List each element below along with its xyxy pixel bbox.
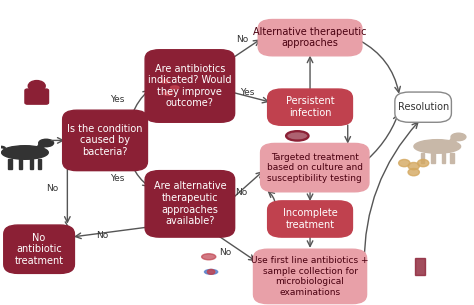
Ellipse shape (204, 269, 218, 274)
Bar (29, 159, 33, 169)
FancyBboxPatch shape (25, 89, 48, 104)
Bar (415, 258, 426, 275)
Text: No: No (219, 248, 231, 257)
Ellipse shape (451, 133, 466, 141)
Text: Is the condition
caused by
bacteria?: Is the condition caused by bacteria? (67, 124, 143, 157)
Text: No: No (46, 184, 58, 193)
Text: Are antibiotics
indicated? Would
they improve
outcome?: Are antibiotics indicated? Would they im… (148, 64, 232, 108)
Text: Incomplete
treatment: Incomplete treatment (283, 208, 337, 230)
Text: Yes: Yes (109, 174, 124, 183)
Ellipse shape (414, 140, 461, 153)
Text: Use first line antibiotics +
sample collection for
microbiological
examinations: Use first line antibiotics + sample coll… (251, 256, 369, 296)
Text: Yes: Yes (109, 95, 124, 104)
Text: Persistent
infection: Persistent infection (286, 96, 334, 118)
Polygon shape (448, 134, 461, 144)
Polygon shape (36, 140, 48, 150)
Text: No: No (235, 188, 247, 198)
Bar (442, 153, 446, 163)
FancyBboxPatch shape (63, 110, 147, 170)
Circle shape (408, 169, 419, 176)
Text: No: No (237, 35, 249, 44)
Circle shape (408, 163, 419, 170)
Bar (9, 159, 12, 169)
Bar (431, 153, 435, 163)
FancyBboxPatch shape (258, 20, 362, 56)
Text: Resolution: Resolution (398, 102, 449, 112)
Ellipse shape (1, 146, 48, 159)
Bar (421, 153, 424, 163)
Text: ⬛: ⬛ (18, 136, 37, 169)
Ellipse shape (39, 139, 54, 147)
Bar (38, 159, 42, 169)
Circle shape (399, 160, 410, 167)
Text: Alternative therapeutic
approaches: Alternative therapeutic approaches (253, 27, 367, 48)
Text: No: No (97, 231, 109, 240)
Circle shape (418, 160, 429, 167)
Bar (19, 159, 22, 169)
FancyBboxPatch shape (261, 143, 369, 192)
FancyBboxPatch shape (395, 92, 451, 122)
FancyBboxPatch shape (268, 89, 353, 125)
Ellipse shape (201, 254, 216, 260)
Ellipse shape (287, 132, 308, 140)
Bar (450, 153, 454, 163)
Text: Targeted treatment
based on culture and
susceptibility testing: Targeted treatment based on culture and … (267, 153, 363, 182)
Circle shape (28, 81, 45, 92)
FancyBboxPatch shape (254, 249, 366, 303)
Ellipse shape (164, 92, 172, 95)
FancyBboxPatch shape (145, 50, 235, 122)
Ellipse shape (171, 86, 179, 89)
Ellipse shape (161, 80, 170, 83)
FancyBboxPatch shape (145, 170, 235, 237)
Ellipse shape (207, 269, 215, 274)
Text: Are alternative
therapeutic
approaches
available?: Are alternative therapeutic approaches a… (154, 181, 226, 226)
Text: No
antibiotic
treatment: No antibiotic treatment (15, 233, 64, 266)
FancyBboxPatch shape (268, 201, 353, 237)
Text: Yes: Yes (240, 88, 255, 98)
FancyBboxPatch shape (4, 225, 74, 273)
